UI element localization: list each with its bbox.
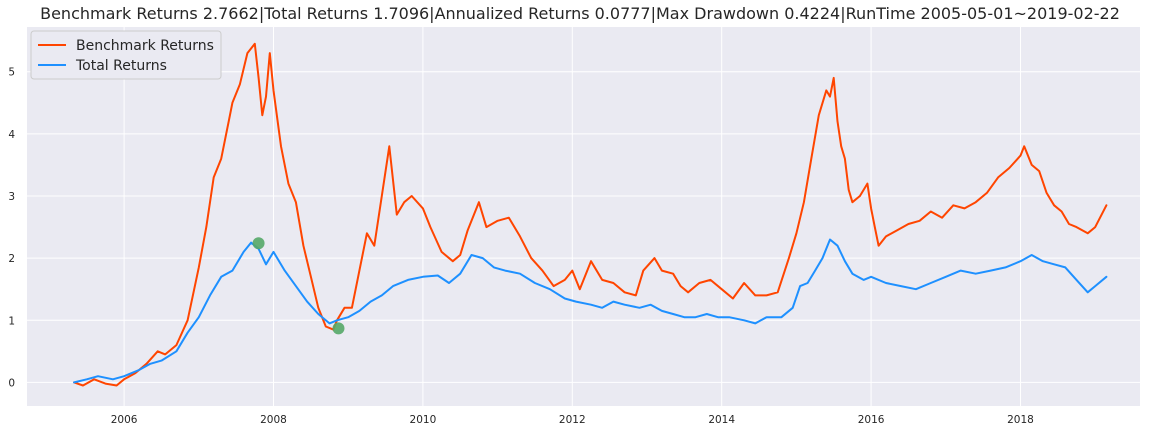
x-tick-label: 2010 — [410, 414, 437, 426]
y-tick-label: 5 — [8, 67, 15, 79]
legend-label-total: Total Returns — [75, 58, 167, 74]
y-tick-label: 3 — [8, 191, 15, 203]
legend-label-benchmark: Benchmark Returns — [76, 38, 214, 54]
gridlines — [27, 27, 1140, 406]
x-tick-label: 2018 — [1007, 414, 1034, 426]
y-tick-label: 0 — [8, 377, 15, 389]
x-tick-label: 2016 — [858, 414, 885, 426]
legend: Benchmark Returns Total Returns — [30, 30, 222, 80]
x-tick-label: 2008 — [260, 414, 287, 426]
plot-area — [27, 27, 1140, 406]
x-tick-label: 2006 — [111, 414, 138, 426]
series-line-benchmark — [73, 42, 1108, 387]
x-tick-label: 2012 — [559, 414, 586, 426]
x-axis: 2006 2008 2010 2012 2014 2016 2018 — [111, 414, 1034, 426]
drawdown-markers — [252, 237, 345, 335]
series-line-total — [73, 238, 1108, 384]
y-tick-label: 2 — [8, 253, 15, 265]
drawdown-end-marker — [332, 322, 345, 335]
y-tick-label: 4 — [8, 129, 15, 141]
legend-box — [30, 30, 222, 80]
x-tick-label: 2014 — [708, 414, 735, 426]
chart-title: Benchmark Returns 2.7662|Total Returns 1… — [40, 4, 1120, 23]
drawdown-start-marker — [252, 237, 265, 250]
series-lines — [73, 42, 1108, 387]
y-tick-label: 1 — [8, 315, 15, 327]
y-axis: 0 1 2 3 4 5 — [8, 67, 15, 390]
